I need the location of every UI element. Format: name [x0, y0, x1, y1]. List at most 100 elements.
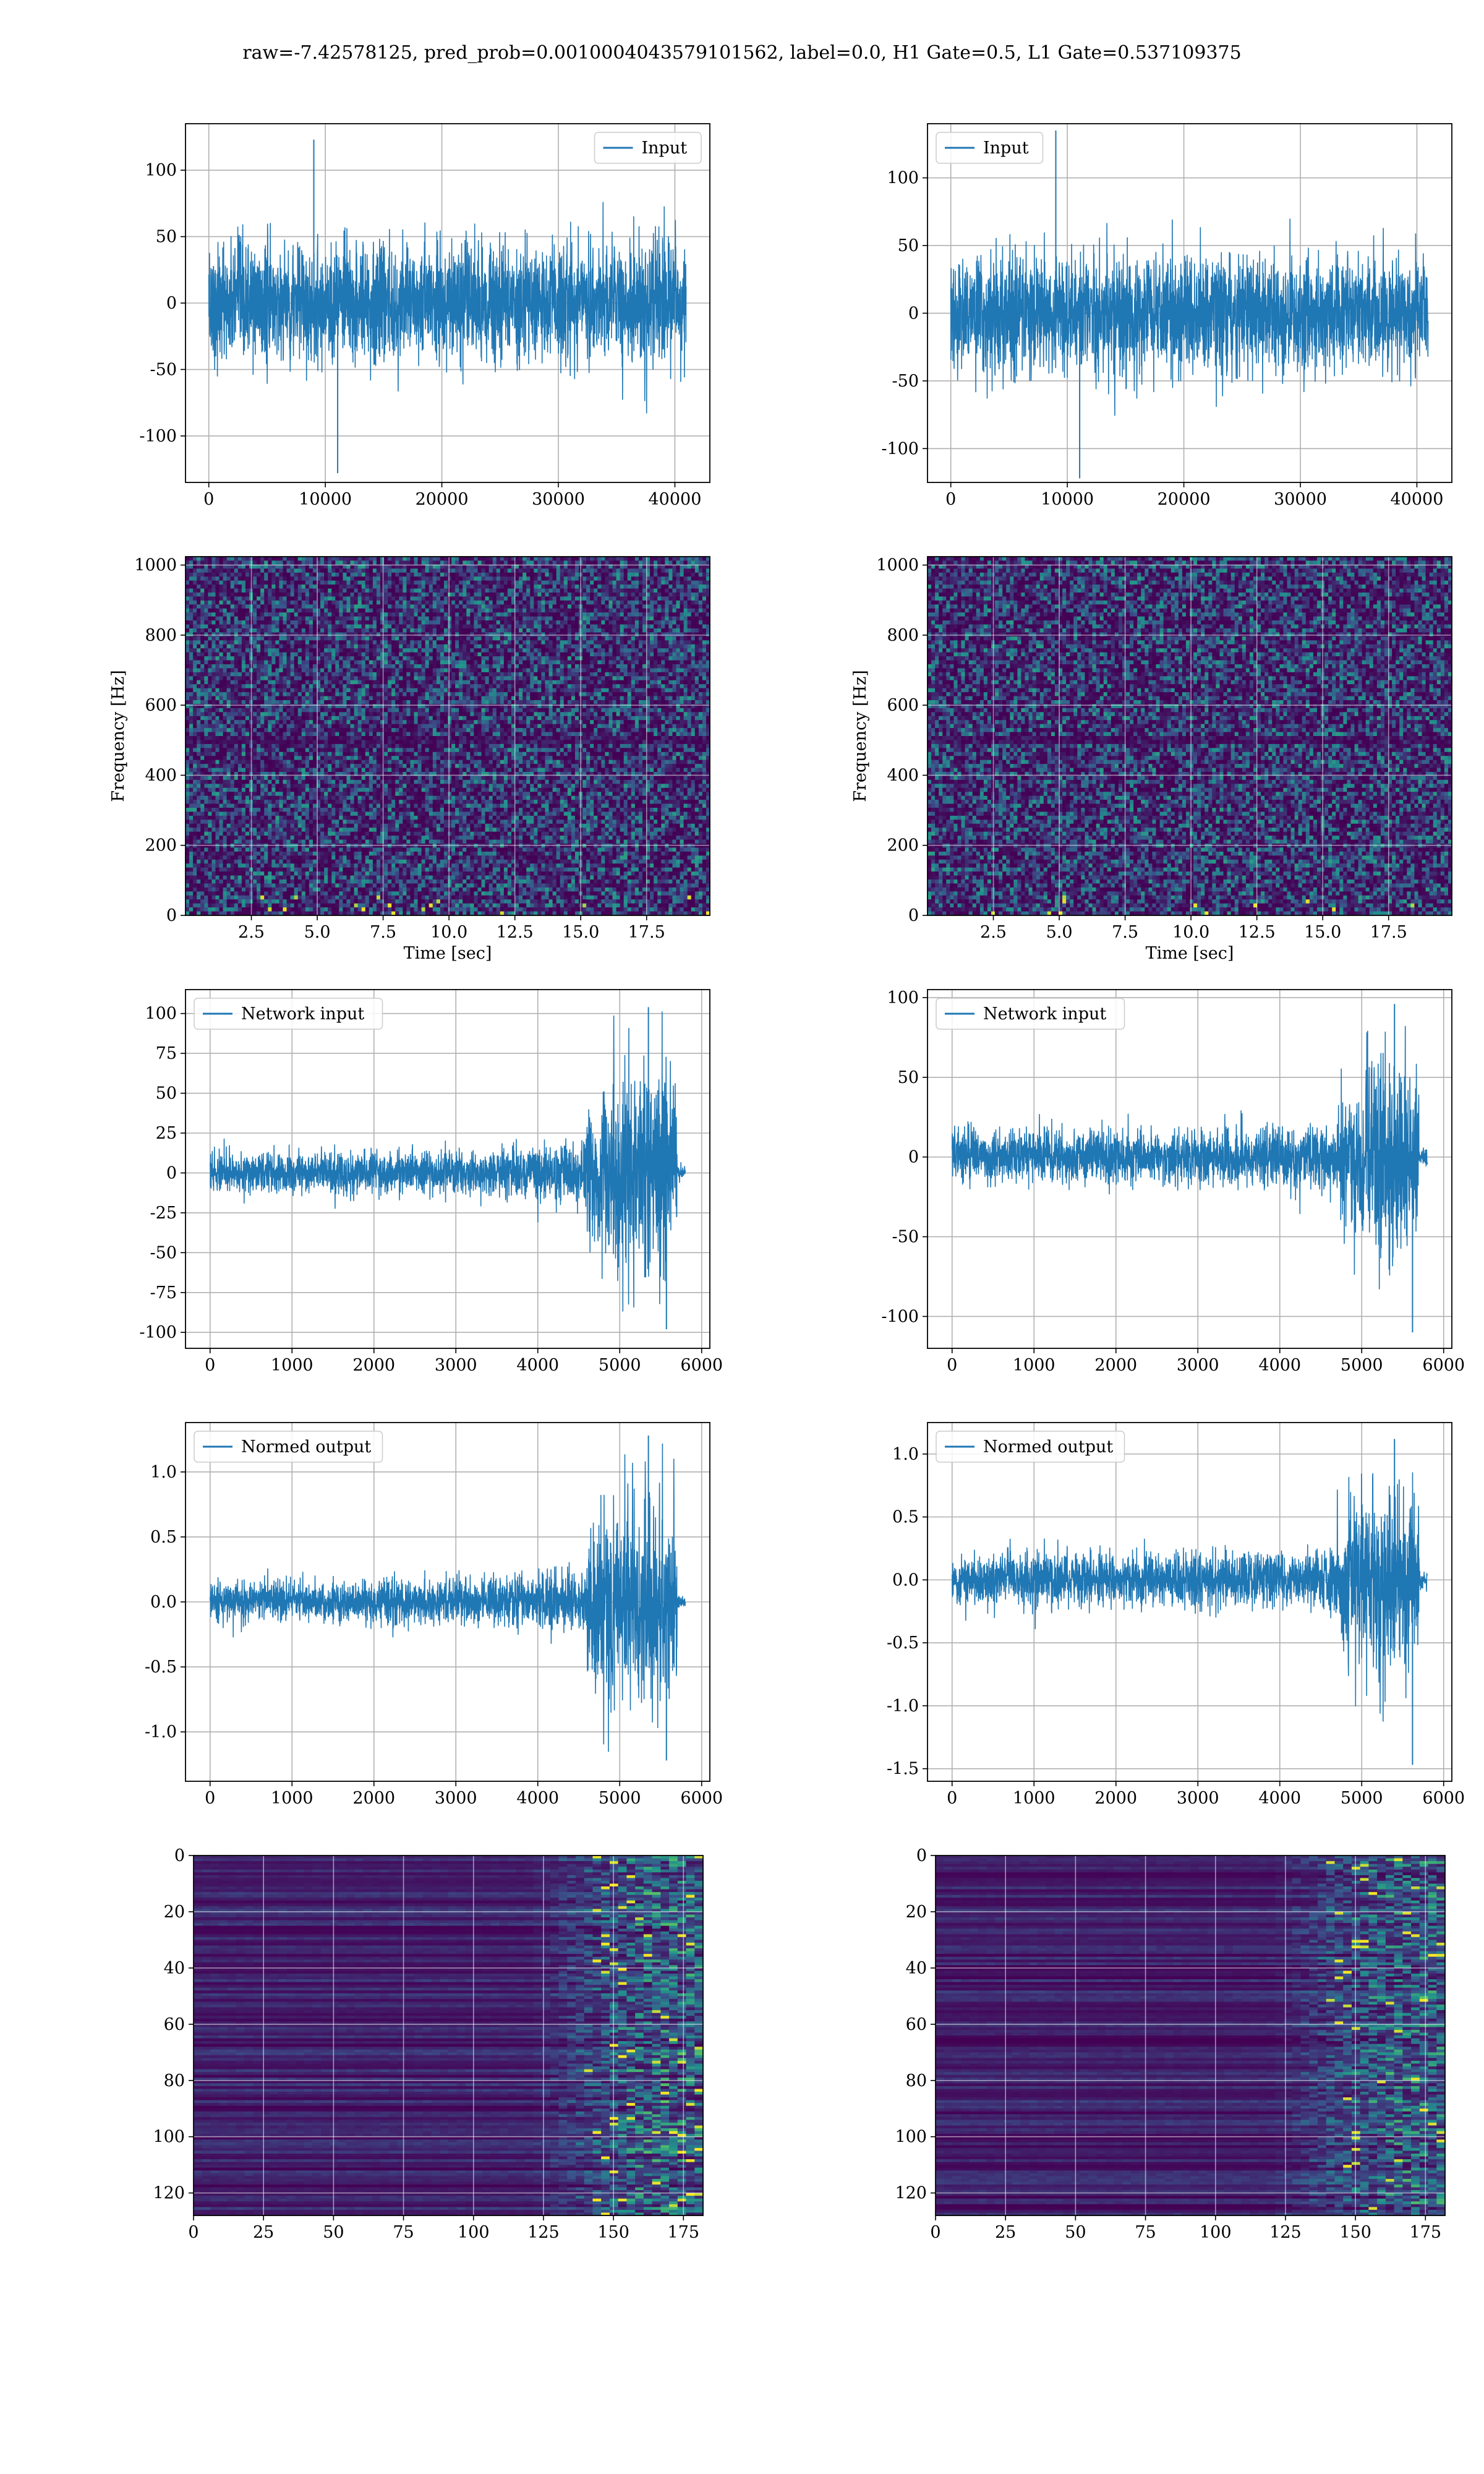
spectrogram-cell: [601, 600, 605, 605]
spectrogram-cell: [331, 628, 336, 633]
spectrogram-cell: [346, 580, 351, 585]
spectrogram-cell: [706, 632, 710, 637]
spectrogram-cell: [264, 576, 268, 581]
spectrogram-cell: [189, 664, 194, 669]
spectrogram-cell: [339, 632, 343, 637]
spectrogram-cell: [335, 588, 339, 593]
spectrogram-cell: [260, 612, 265, 617]
spectrogram-cell: [687, 692, 692, 697]
spectrogram-cell: [455, 604, 459, 609]
spectrogram-cell: [406, 588, 411, 593]
spectrogram-cell: [346, 600, 351, 605]
spectrogram-cell: [391, 608, 396, 613]
spectrogram-cell: [200, 588, 205, 593]
spectrogram-cell: [481, 600, 486, 605]
spectrogram-cell: [257, 624, 261, 629]
spectrogram-cell: [372, 596, 377, 601]
spectrogram-cell: [545, 636, 550, 641]
spectrogram-cell: [305, 604, 310, 609]
spectrogram-cell: [537, 560, 542, 565]
spectrogram-cell: [702, 584, 707, 589]
spectrogram-cell: [432, 636, 437, 641]
spectrogram-cell: [552, 593, 557, 597]
spectrogram-cell: [432, 692, 437, 697]
spectrogram-cell: [567, 608, 572, 613]
spectrogram-cell: [208, 624, 212, 629]
spectrogram-cell: [234, 636, 239, 641]
spectrogram-cell: [297, 684, 302, 689]
spectrogram-cell: [545, 588, 550, 593]
spectrogram-cell: [451, 593, 456, 597]
spectrogram-cell: [211, 676, 216, 681]
spectrogram-cell: [380, 612, 385, 617]
spectrogram-cell: [257, 664, 261, 669]
spectrogram-cell: [245, 557, 250, 562]
spectrogram-cell: [234, 632, 239, 637]
spectrogram-cell: [654, 560, 658, 565]
spectrogram-cell: [343, 688, 348, 693]
spectrogram-cell: [680, 616, 684, 621]
spectrogram-cell: [612, 564, 617, 569]
spectrogram-cell: [372, 648, 377, 653]
spectrogram-cell: [283, 580, 288, 585]
spectrogram-cell: [380, 648, 385, 653]
spectrogram-cell: [654, 640, 658, 645]
spectrogram-cell: [511, 688, 516, 693]
spectrogram-cell: [530, 628, 534, 633]
spectrogram-cell: [279, 640, 284, 645]
spectrogram-cell: [594, 620, 598, 625]
spectrogram-cell: [211, 680, 216, 685]
spectrogram-cell: [698, 588, 703, 593]
spectrogram-cell: [361, 593, 366, 597]
spectrogram-cell: [563, 557, 568, 562]
spectrogram-cell: [590, 588, 594, 593]
spectrogram-cell: [283, 648, 288, 653]
spectrogram-cell: [477, 593, 482, 597]
spectrogram-cell: [414, 676, 419, 681]
spectrogram-cell: [264, 588, 268, 593]
spectrogram-cell: [612, 560, 617, 565]
spectrogram-cell: [286, 628, 291, 633]
spectrogram-cell: [343, 664, 348, 669]
spectrogram-cell: [507, 572, 512, 577]
spectrogram-cell: [597, 600, 602, 605]
spectrogram-cell: [186, 692, 190, 697]
spectrogram-cell: [702, 624, 707, 629]
spectrogram-cell: [226, 664, 231, 669]
spectrogram-cell: [530, 560, 534, 565]
spectrogram-cell: [511, 604, 516, 609]
spectrogram-cell: [320, 684, 325, 689]
spectrogram-cell: [339, 656, 343, 661]
spectrogram-cell: [694, 688, 699, 693]
spectrogram-cell: [260, 672, 265, 677]
spectrogram-cell: [676, 648, 681, 653]
spectrogram-cell: [391, 560, 396, 565]
spectrogram-cell: [403, 584, 407, 589]
spectrogram-cell: [226, 612, 231, 617]
spectrogram-cell: [197, 624, 201, 629]
spectrogram-cell: [650, 612, 654, 617]
spectrogram-cell: [317, 572, 321, 577]
spectrogram-cell: [443, 608, 448, 613]
spectrogram-cell: [567, 564, 572, 569]
spectrogram-cell: [331, 572, 336, 577]
spectrogram-cell: [522, 656, 527, 661]
spectrogram-cell: [290, 568, 295, 573]
spectrogram-cell: [448, 600, 452, 605]
spectrogram-cell: [563, 644, 568, 649]
spectrogram-cell: [335, 584, 339, 589]
spectrogram-cell: [223, 616, 228, 621]
spectrogram-cell: [425, 572, 430, 577]
spectrogram-cell: [654, 688, 658, 693]
spectrogram-cell: [676, 656, 681, 661]
spectrogram-cell: [189, 692, 194, 697]
spectrogram-cell: [260, 580, 265, 585]
spectrogram-cell: [380, 604, 385, 609]
spectrogram-cell: [215, 588, 220, 593]
spectrogram-cell: [432, 588, 437, 593]
spectrogram-cell: [372, 593, 377, 597]
spectrogram-cell: [305, 616, 310, 621]
spectrogram-cell: [545, 624, 550, 629]
spectrogram-cell: [552, 564, 557, 569]
spectrogram-cell: [582, 672, 587, 677]
